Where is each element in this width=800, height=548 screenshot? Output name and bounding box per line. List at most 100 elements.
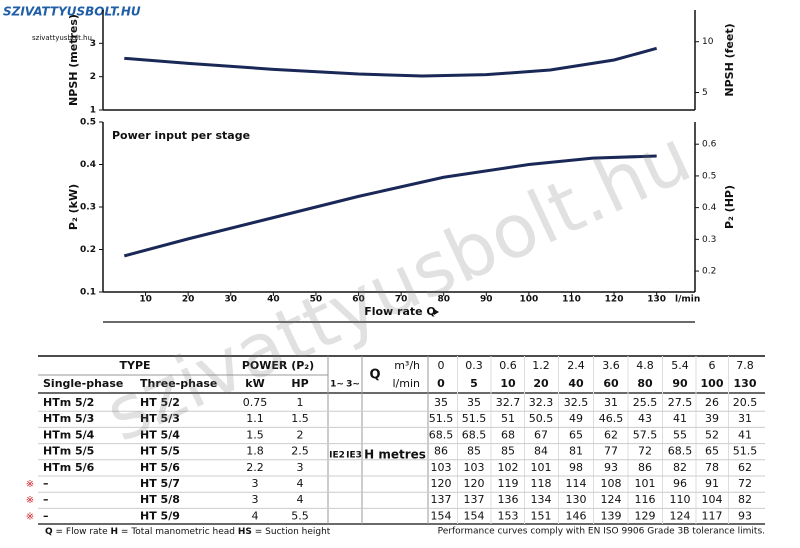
y-tick-label: 0.3 xyxy=(80,203,96,213)
head-value: 32.3 xyxy=(529,396,554,409)
head-value: 102 xyxy=(498,461,519,474)
x-tick-label: 30 xyxy=(225,295,238,305)
head-value: 153 xyxy=(498,509,519,522)
head-value: 120 xyxy=(431,477,452,490)
q-lmin: 80 xyxy=(637,377,653,390)
head-value: 154 xyxy=(431,509,452,522)
x-tick-label: 120 xyxy=(605,295,624,305)
q-m3h: 0.3 xyxy=(465,359,483,372)
q-m3h: 1.2 xyxy=(532,359,550,372)
head-value: 101 xyxy=(635,477,656,490)
y-axis-label: NPSH (metres) xyxy=(67,14,80,106)
q-m3h: 6 xyxy=(709,359,716,372)
head-value: 35 xyxy=(434,396,448,409)
head-value: 84 xyxy=(534,445,548,458)
head-value: 139 xyxy=(601,509,622,522)
head-value: 96 xyxy=(673,477,687,490)
logo-url: szivattyusbolt.hu xyxy=(32,34,92,42)
head-value: 85 xyxy=(467,445,481,458)
head-value: 26 xyxy=(705,396,719,409)
legend-key: HS xyxy=(238,527,252,537)
y2-tick-label: 0.6 xyxy=(702,140,717,150)
x-axis-label: Flow rate Q xyxy=(364,305,436,318)
head-value: 51.5 xyxy=(733,445,758,458)
legend-key: H xyxy=(111,527,119,537)
head-value: 137 xyxy=(431,493,452,506)
head-value: 31 xyxy=(738,412,752,425)
curve xyxy=(124,46,658,78)
power-kw: 1.8 xyxy=(246,445,264,458)
q-lmin: 0 xyxy=(437,377,445,390)
head-value: 103 xyxy=(464,461,485,474)
power-kw: 2.2 xyxy=(246,461,264,474)
head-value: 117 xyxy=(702,509,723,522)
y2-tick-label: 5 xyxy=(702,88,708,98)
power-kw: 0.75 xyxy=(243,396,268,409)
head-value: 20.5 xyxy=(733,396,758,409)
head-value: 82 xyxy=(673,461,687,474)
type-three: HT 5/3 xyxy=(140,412,180,425)
head-value: 32.7 xyxy=(496,396,521,409)
head-value: 104 xyxy=(702,493,723,506)
table-header: TYPE xyxy=(119,359,150,372)
head-value: 72 xyxy=(738,477,752,490)
power-kw: 3 xyxy=(252,477,259,490)
x-unit: l/min xyxy=(675,295,700,305)
head-value: 27.5 xyxy=(668,396,693,409)
legend-desc: = Total manometric head xyxy=(121,527,235,537)
head-value: 31 xyxy=(604,396,618,409)
head-value: 119 xyxy=(498,477,519,490)
logo: SZIVATTYUSBOLT.HU xyxy=(3,5,141,19)
annotation-box xyxy=(105,124,250,146)
head-value: 68.5 xyxy=(462,428,487,441)
head-value: 82 xyxy=(738,493,752,506)
table-header: HP xyxy=(291,377,308,390)
head-value: 68.5 xyxy=(668,445,693,458)
curve xyxy=(123,154,657,258)
head-value: 93 xyxy=(604,461,618,474)
head-value: 41 xyxy=(738,428,752,441)
head-value: 110 xyxy=(670,493,691,506)
head-value: 51.5 xyxy=(462,412,487,425)
type-three: HT 5/4 xyxy=(140,428,180,441)
type-single: – xyxy=(43,509,49,522)
power-hp: 4 xyxy=(297,493,304,506)
head-value: 116 xyxy=(635,493,656,506)
head-value: 81 xyxy=(569,445,583,458)
annotation: Power input per stage xyxy=(112,129,250,142)
head-value: 51 xyxy=(501,412,515,425)
head-value: 62 xyxy=(738,461,752,474)
legend-desc: = Suction height xyxy=(255,527,331,537)
head-value: 114 xyxy=(566,477,587,490)
table-header: kW xyxy=(245,377,264,390)
y-tick-label: 2 xyxy=(90,72,96,82)
table-header: IE3 xyxy=(346,451,362,461)
y-tick-label: 1 xyxy=(90,106,96,116)
q-lmin: 10 xyxy=(500,377,516,390)
table-header: Single-phase xyxy=(43,377,123,390)
table-header: 1~ xyxy=(330,380,344,390)
head-value: 46.5 xyxy=(599,412,624,425)
power-hp: 2 xyxy=(297,428,304,441)
head-value: 67 xyxy=(534,428,548,441)
table-header: POWER (P₂) xyxy=(242,359,314,372)
head-value: 52 xyxy=(705,428,719,441)
q-m3h: 3.6 xyxy=(602,359,620,372)
power-hp: 2.5 xyxy=(291,445,309,458)
type-single: HTm 5/5 xyxy=(43,445,94,458)
q-m3h: 2.4 xyxy=(567,359,585,372)
type-three: HT 5/2 xyxy=(140,396,180,409)
q-m3h: 0 xyxy=(438,359,445,372)
q-m3h: 5.4 xyxy=(671,359,689,372)
y2-tick-label: 0.3 xyxy=(702,235,716,245)
head-value: 137 xyxy=(464,493,485,506)
head-value: 65 xyxy=(705,445,719,458)
head-value: 146 xyxy=(566,509,587,522)
head-value: 68.5 xyxy=(429,428,454,441)
y-tick-label: 3 xyxy=(90,39,96,49)
type-three: HT 5/7 xyxy=(140,477,180,490)
legend-key: Q xyxy=(45,527,53,537)
type-three: HT 5/8 xyxy=(140,493,180,506)
q-lmin: 20 xyxy=(533,377,549,390)
